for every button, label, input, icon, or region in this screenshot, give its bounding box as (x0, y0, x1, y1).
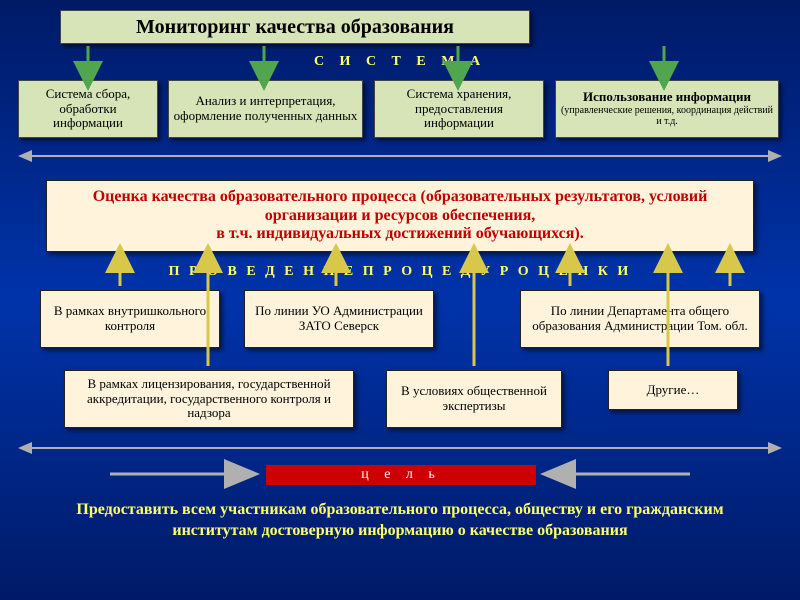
procedure-top-0: В рамках внутришкольного контроля (40, 290, 220, 348)
system-box-0: Система сбора, обработки информации (18, 80, 158, 138)
title-text: Мониторинг качества образования (136, 16, 454, 39)
footer-text: Предоставить всем участникам образовател… (50, 500, 750, 542)
procedure-bottom-1: В условиях общественной экспертизы (386, 370, 562, 428)
system-box-1: Анализ и интерпретация, оформление получ… (168, 80, 363, 138)
procedure-top-2: По линии Департамента общего образования… (520, 290, 760, 348)
procedure-top-1: По линии УО Администрации ЗАТО Северск (244, 290, 434, 348)
system-box-3: Использование информации (управленческие… (555, 80, 779, 138)
evaluation-text: Оценка качества образовательного процесс… (57, 188, 743, 243)
system-label: С И С Т Е М А (290, 54, 510, 70)
system-box-2: Система хранения, предоставления информа… (374, 80, 544, 138)
goal-label: ц е л ь (266, 465, 536, 485)
title-box: Мониторинг качества образования (60, 10, 530, 44)
evaluation-box: Оценка качества образовательного процесс… (46, 180, 754, 252)
procedure-bottom-0: В рамках лицензирования, государственной… (64, 370, 354, 428)
procedure-bottom-2: Другие… (608, 370, 738, 410)
procedure-label: П Р О В Е Д Е Н И Е П Р О Ц Е Д У Р О Ц … (100, 264, 700, 280)
